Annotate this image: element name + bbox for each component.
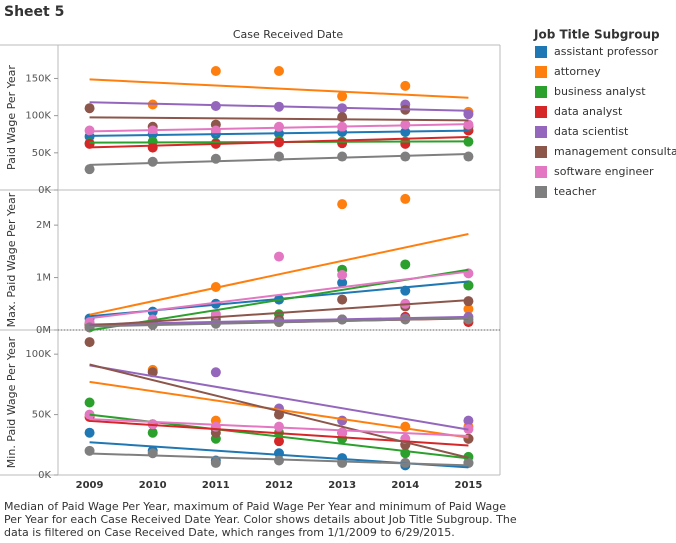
legend-swatch bbox=[535, 46, 547, 58]
point bbox=[210, 457, 221, 468]
legend-swatch bbox=[535, 66, 547, 78]
y-axis-title: Min. Paid Wage Per Year bbox=[5, 336, 18, 468]
legend-label: teacher bbox=[554, 185, 597, 198]
point bbox=[147, 142, 158, 153]
x-tick-label: 2012 bbox=[265, 480, 293, 491]
trend-line bbox=[89, 136, 469, 149]
chart: Sheet 5 Case Received Date Job Title Sub… bbox=[0, 4, 676, 491]
x-tick-label: 2013 bbox=[328, 480, 356, 491]
point bbox=[84, 164, 95, 175]
point bbox=[463, 415, 474, 426]
point bbox=[84, 409, 95, 420]
point bbox=[463, 296, 474, 307]
y-tick-label: 50K bbox=[32, 148, 52, 159]
y-tick-label: 0K bbox=[38, 470, 51, 481]
trend-line bbox=[89, 78, 469, 99]
point bbox=[147, 156, 158, 167]
x-tick-label: 2014 bbox=[391, 480, 419, 491]
legend-swatch bbox=[535, 146, 547, 158]
point bbox=[337, 112, 348, 123]
trend-line bbox=[89, 363, 469, 459]
point bbox=[463, 280, 474, 291]
trend-line bbox=[89, 418, 469, 437]
point bbox=[210, 367, 221, 378]
trend-line bbox=[89, 152, 469, 166]
legend-swatch bbox=[535, 126, 547, 138]
y-tick-label: 0K bbox=[38, 185, 51, 196]
point bbox=[400, 259, 411, 270]
legend-label: business analyst bbox=[554, 85, 646, 98]
x-tick-label: 2010 bbox=[139, 480, 167, 491]
sheet-title: Sheet 5 bbox=[4, 4, 64, 20]
point bbox=[84, 427, 95, 438]
legend-label: management consultant bbox=[554, 145, 676, 158]
point bbox=[147, 448, 158, 459]
point bbox=[274, 66, 284, 77]
trend-line bbox=[89, 299, 469, 327]
legend-label: software engineer bbox=[554, 165, 654, 178]
legend-swatch bbox=[535, 166, 547, 178]
point bbox=[463, 151, 474, 162]
trend-line bbox=[89, 129, 469, 137]
x-tick-label: 2011 bbox=[202, 480, 230, 491]
trend-line bbox=[89, 364, 469, 431]
legend-label: data analyst bbox=[554, 105, 623, 118]
trend-line bbox=[89, 116, 469, 122]
point bbox=[337, 277, 348, 288]
y-tick-label: 100K bbox=[25, 111, 51, 122]
y-axis-title: Paid Wage Per Year bbox=[5, 65, 18, 170]
legend-swatch bbox=[535, 186, 547, 198]
point bbox=[84, 103, 95, 114]
x-tick-label: 2009 bbox=[76, 480, 104, 491]
column-header: Case Received Date bbox=[233, 28, 343, 41]
y-tick-label: 150K bbox=[25, 73, 51, 84]
point bbox=[210, 66, 221, 77]
point bbox=[400, 80, 411, 91]
point bbox=[274, 251, 284, 262]
trend-line bbox=[89, 270, 469, 320]
legend-swatch bbox=[535, 106, 547, 118]
point bbox=[400, 421, 411, 432]
point bbox=[84, 397, 95, 408]
point bbox=[337, 294, 348, 305]
trend-line bbox=[89, 123, 469, 133]
trend-line bbox=[89, 317, 469, 328]
trend-line bbox=[89, 101, 469, 112]
point bbox=[84, 337, 95, 348]
point bbox=[337, 199, 348, 210]
point bbox=[274, 455, 284, 466]
point bbox=[400, 138, 411, 149]
caption: Median of Paid Wage Per Year, maximum of… bbox=[4, 500, 517, 539]
y-tick-label: 1M bbox=[36, 273, 51, 284]
trend-line bbox=[89, 233, 469, 316]
y-tick-label: 2M bbox=[36, 220, 51, 231]
legend-title: Job Title Subgroup bbox=[533, 28, 660, 42]
legend-label: data scientist bbox=[554, 125, 629, 138]
y-tick-label: 50K bbox=[32, 410, 52, 421]
point bbox=[274, 436, 284, 447]
point bbox=[337, 91, 348, 102]
y-tick-label: 100K bbox=[25, 349, 51, 360]
y-tick-label: 0M bbox=[36, 325, 51, 336]
y-axis-title: Max. Paid Wage Per Year bbox=[5, 192, 18, 327]
legend-label: attorney bbox=[554, 65, 601, 78]
point bbox=[463, 304, 474, 315]
trend-line bbox=[89, 380, 469, 439]
point bbox=[400, 193, 411, 204]
legend-label: assistant professor bbox=[554, 45, 659, 58]
x-tick-label: 2015 bbox=[455, 480, 483, 491]
trend-line bbox=[89, 452, 469, 467]
point bbox=[337, 415, 348, 426]
point bbox=[147, 427, 158, 438]
trend-line bbox=[89, 315, 469, 326]
point bbox=[337, 151, 348, 162]
point bbox=[337, 269, 348, 280]
legend-swatch bbox=[535, 86, 547, 98]
